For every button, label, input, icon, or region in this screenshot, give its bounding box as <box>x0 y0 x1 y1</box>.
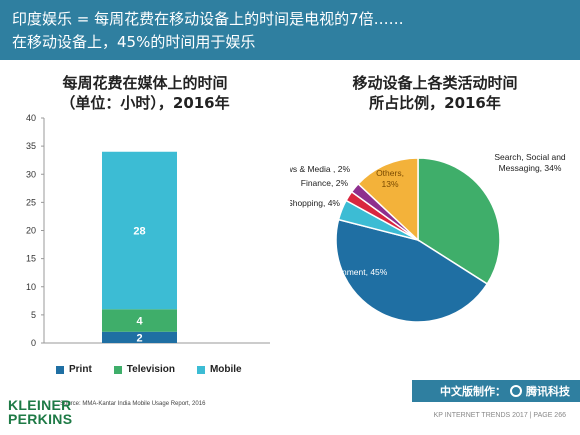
pie-slice-label: Finance, 2% <box>301 178 349 188</box>
bar-value-label: 4 <box>136 316 143 328</box>
bar-value-label: 28 <box>133 226 145 238</box>
y-tick-label: 35 <box>26 141 36 151</box>
pie-chart-title-line1: 移动设备上各类活动时间 <box>352 74 518 92</box>
bar-chart-legend: Print Television Mobile <box>56 364 242 375</box>
pie-slice-label: Search, Social and <box>494 152 566 162</box>
pie-slice <box>357 157 419 242</box>
y-tick-label: 10 <box>26 282 36 292</box>
header-title-line2: 在移动设备上，45%的时间用于娱乐 <box>12 33 256 51</box>
pie-slice-label: Shopping, 4% <box>290 198 340 208</box>
bar-chart-title-line2: （单位：小时），2016年 <box>60 94 230 112</box>
bar-value-label: 2 <box>136 332 142 344</box>
bar-chart-title: 每周花费在媒体上的时间 （单位：小时），2016年 <box>0 73 290 113</box>
credit-brand: 腾讯科技 <box>526 385 570 398</box>
footer-page-info: KP INTERNET TRENDS 2017 | PAGE 266 <box>433 412 566 419</box>
legend-label-television: Television <box>126 364 175 375</box>
slide-header: 印度娱乐 = 每周花费在移动设备上的时间是电视的7倍…… 在移动设备上，45%的… <box>0 0 580 60</box>
y-tick-label: 0 <box>31 338 36 348</box>
pie-slice-label-line2: 13% <box>381 179 398 189</box>
legend-item-television: Television <box>113 364 175 375</box>
kleiner-perkins-logo: KLEINER PERKINS <box>8 398 72 426</box>
legend-item-print: Print <box>56 364 92 375</box>
legend-item-mobile: Mobile <box>196 364 242 375</box>
bar-segment-television <box>102 309 177 332</box>
legend-label-print: Print <box>69 364 92 375</box>
pie-slice-label: News & Media , 2% <box>290 164 350 174</box>
logo-line2: PERKINS <box>8 411 73 427</box>
y-tick-label: 25 <box>26 197 36 207</box>
legend-label-mobile: Mobile <box>209 364 242 375</box>
stacked-bar-chart: 0 5 10 15 20 25 30 35 40 2 4 28 <box>26 113 270 348</box>
tencent-brand-icon <box>510 385 522 397</box>
source-note: Source: MMA-Kantar India Mobile Usage Re… <box>60 401 206 407</box>
pie-slice <box>335 218 489 323</box>
pie-slice-label: Others, <box>376 168 404 178</box>
y-tick-label: 15 <box>26 254 36 264</box>
credit-banner: 中文版制作： 腾讯科技 <box>412 380 580 402</box>
legend-swatch-print <box>56 365 64 374</box>
pie-slice-label-line2: Messaging, 34% <box>499 163 562 173</box>
y-tick-label: 20 <box>26 226 36 236</box>
credit-prefix: 中文版制作： <box>440 385 506 398</box>
y-tick-label: 30 <box>26 169 36 179</box>
pie-chart-title-line2: 所占比例，2016年 <box>369 94 501 112</box>
pie-chart-title: 移动设备上各类活动时间 所占比例，2016年 <box>290 73 580 113</box>
bar-segment-mobile <box>102 151 177 310</box>
legend-swatch-television <box>113 365 122 374</box>
legend-swatch-mobile <box>196 365 205 374</box>
y-tick-label: 40 <box>26 113 36 123</box>
logo-line1: KLEINER <box>8 397 72 413</box>
pie-slice-label: Entertainment, 45% <box>313 267 388 277</box>
bar-segment-print <box>102 331 177 343</box>
bar-chart-title-line1: 每周花费在媒体上的时间 <box>62 74 228 92</box>
y-tick-label: 5 <box>31 310 36 320</box>
header-title-line1: 印度娱乐 = 每周花费在移动设备上的时间是电视的7倍…… <box>12 10 404 28</box>
